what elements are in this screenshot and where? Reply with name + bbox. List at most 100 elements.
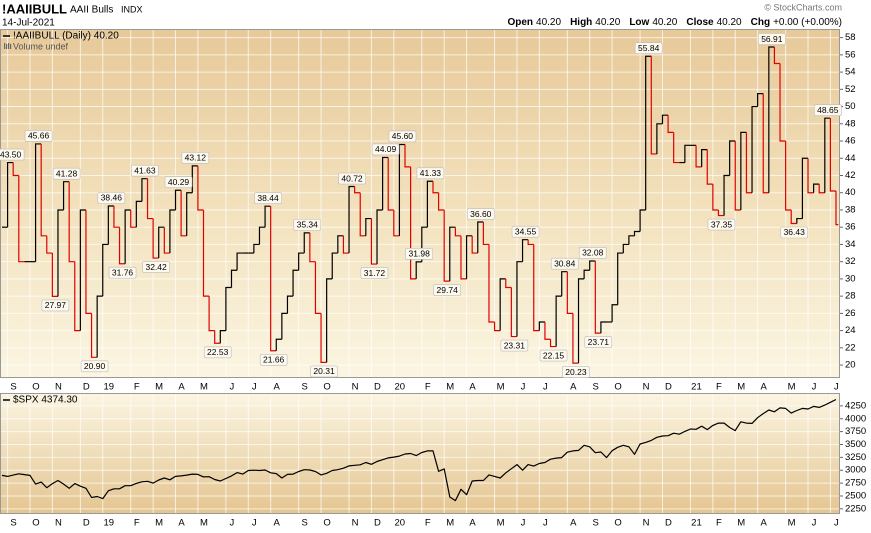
step-segment [90,313,98,358]
x-tick-label: M [737,382,745,393]
value-label: 23.31 [500,339,529,352]
value-label-box [634,42,663,55]
value-label: 22.15 [539,349,568,362]
x-tick-label: A [760,382,767,393]
step-segment [628,235,635,245]
y-tick-label: 54 [845,67,856,78]
value-label-box [814,104,842,116]
value-label-box [584,336,613,348]
step-segment [757,93,764,107]
step-segment [370,218,378,265]
step-segment [594,260,601,334]
step-segment [650,56,657,155]
step-segment [796,217,803,224]
step-segment [102,243,109,297]
value-label: 48.65 [814,104,842,116]
step-segment [337,235,344,254]
step-segment [387,157,394,211]
value-label: 32.42 [142,261,170,273]
value-label-text: 23.31 [504,340,526,350]
step-segment [768,46,775,193]
step-segment [801,157,809,219]
value-label-text: 37.35 [711,219,733,229]
step-segment [309,232,316,263]
step-segment [684,144,691,163]
step-segment [740,131,747,210]
value-label-text: 45.60 [392,131,414,141]
x-tick-label: J [812,382,817,393]
quote-value: 40.20 [595,17,620,28]
x-tick-label: 21 [691,382,702,393]
step-segment [275,338,282,351]
value-label-box [310,365,338,378]
value-label-text: 43.12 [185,153,207,163]
x-tick-label: S [301,382,307,393]
value-label-box [164,176,193,189]
y-tick-label: 38 [845,204,856,215]
step-segment [174,189,182,210]
x-tick-label: A [570,518,577,529]
y-tick-label: 3500 [845,439,866,450]
x-tick-label: D [83,382,90,393]
volume-icon [8,43,10,49]
value-label-box [388,130,417,143]
volume-icon [4,43,6,49]
x-tick-label: J [834,518,839,529]
value-label-box [259,353,288,366]
value-label-box [360,267,389,279]
step-segment [824,117,831,193]
step-segment [499,278,506,331]
step-segment [118,227,126,265]
x-tick-label: 19 [103,382,114,393]
value-label-text: 36.60 [470,209,492,219]
step-segment [258,226,266,245]
value-label-box [433,284,461,296]
step-segment [342,235,350,254]
step-segment [79,209,86,331]
x-tick-label: M [788,382,796,393]
value-label-box [80,360,109,373]
step-segment [835,191,839,226]
value-label: 20.23 [562,366,590,378]
x-tick-label: S [593,382,599,393]
x-tick-label: N [352,382,359,393]
y-tick-label: 34 [845,239,856,250]
value-label-box [97,192,126,204]
step-segment [281,312,288,340]
value-label: 27.97 [41,299,70,312]
y-tick-label: 24 [845,325,856,336]
step-segment [163,227,170,254]
step-segment [253,243,260,254]
step-segment [180,190,187,237]
value-label-box [203,346,232,359]
value-label: 37.35 [707,218,736,231]
value-label-text: 31.98 [409,249,431,259]
step-segment [829,118,836,192]
x-tick-label: M [200,382,208,393]
step-segment [314,261,322,314]
step-segment [365,217,372,236]
step-segment [712,184,719,211]
y-tick-label: 26 [845,308,856,319]
value-label: 41.63 [131,164,159,177]
value-label-text: 21.66 [263,355,285,365]
legend-label: !AAIIBULL (Daily) 40.20 [13,31,119,42]
step-segment [225,286,232,331]
step-segment [68,181,75,263]
step-segment [426,180,433,228]
exchange: INDX [121,4,143,14]
x-tick-label: M [200,518,208,529]
step-segment [549,339,557,348]
step-segment [611,304,618,322]
x-tick-label: J [521,382,526,393]
step-segment [62,181,70,210]
step-segment [482,222,489,246]
step-segment [622,243,629,254]
value-label-box [293,219,322,231]
value-label-box [466,208,495,220]
step-segment [785,141,792,211]
value-label-box [0,148,25,161]
x-tick-label: O [32,518,39,529]
step-segment [807,158,814,194]
